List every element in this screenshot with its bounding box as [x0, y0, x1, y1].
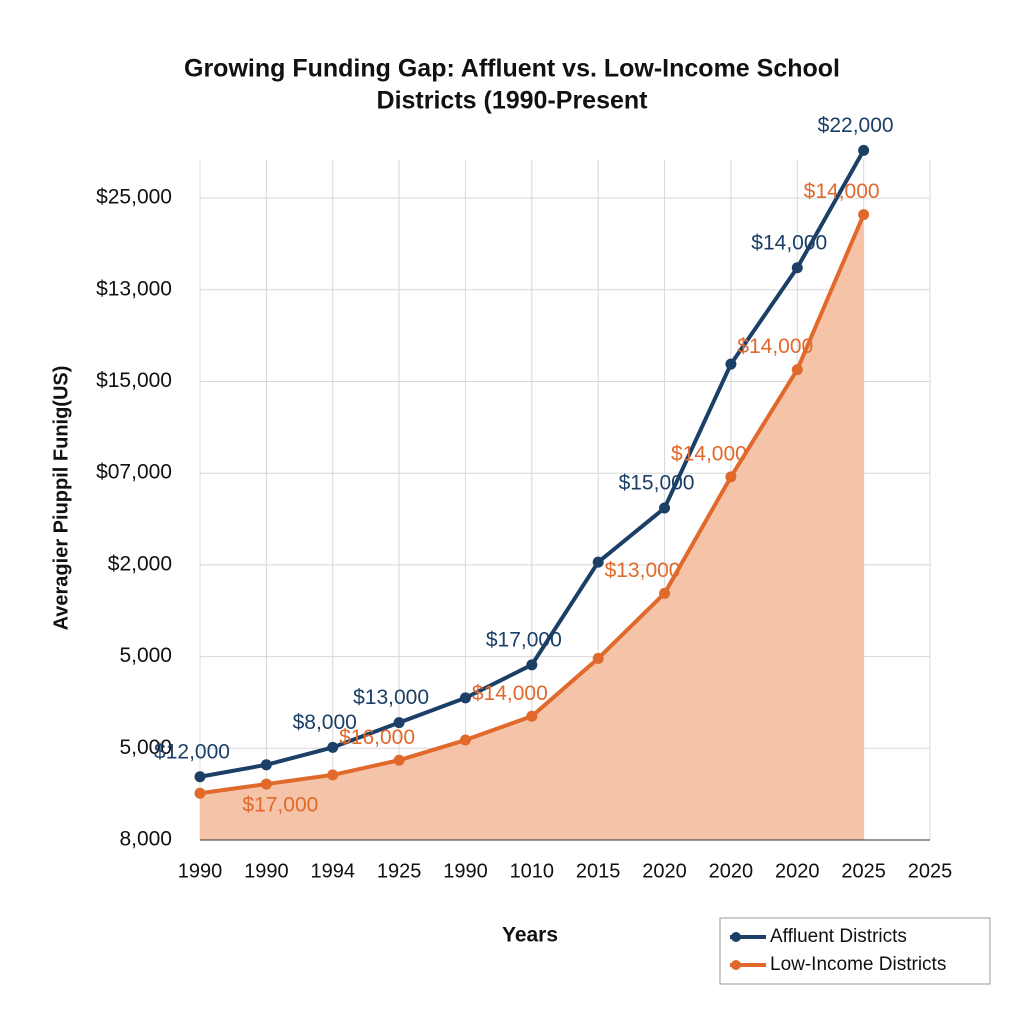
data-label: $22,000 [818, 114, 894, 137]
chart-title: Districts (1990-Present [377, 87, 649, 115]
data-label: $14,000 [804, 180, 880, 203]
x-tick-label: 1990 [178, 860, 223, 882]
data-label: $15,000 [619, 472, 695, 495]
data-label: $14,000 [737, 335, 813, 358]
data-point [791, 262, 803, 274]
data-point [526, 659, 538, 671]
data-point [725, 358, 737, 370]
x-tick-label: 1990 [244, 860, 289, 882]
data-point [194, 771, 206, 783]
chart-title: Growing Funding Gap: Affluent vs. Low-In… [184, 55, 840, 83]
legend-swatch [731, 932, 741, 942]
x-tick-label: 1925 [377, 860, 422, 882]
data-point [526, 710, 538, 722]
data-point [393, 717, 405, 729]
data-point [260, 778, 272, 790]
x-tick-label: 1994 [310, 860, 355, 882]
data-point [260, 759, 272, 771]
data-point [459, 692, 471, 704]
data-point [725, 471, 737, 483]
y-tick-label: $15,000 [96, 369, 172, 392]
area [200, 214, 864, 840]
x-tick-label: 2015 [576, 860, 621, 882]
y-tick-label: $13,000 [96, 277, 172, 300]
data-label: $13,000 [353, 686, 429, 709]
data-point [592, 556, 604, 568]
data-point [327, 769, 339, 781]
data-point [592, 652, 604, 664]
data-label: $14,000 [472, 682, 548, 705]
data-label: $12,000 [154, 740, 230, 763]
data-label: $14,000 [671, 442, 747, 465]
x-axis-label: Years [502, 924, 558, 947]
y-axis-label: Averagier Piuppil Funig(US) [50, 366, 72, 631]
data-point [194, 787, 206, 799]
data-label: $8,000 [293, 711, 357, 734]
y-tick-label: 5,000 [119, 644, 172, 667]
legend-box [719, 917, 991, 985]
data-point [659, 502, 671, 514]
x-tick-label: 2025 [841, 860, 886, 882]
y-tick-label: $2,000 [108, 552, 172, 575]
y-tick-label: 5,000 [119, 736, 172, 759]
data-label: $13,000 [605, 559, 681, 582]
x-tick-label: 2025 [908, 860, 953, 882]
y-tick-label: $07,000 [96, 461, 172, 484]
data-point [858, 144, 870, 156]
data-point [659, 587, 671, 599]
x-tick-label: 1990 [443, 860, 488, 882]
data-label: $14,000 [751, 231, 827, 254]
data-label: $17,000 [242, 794, 318, 817]
x-tick-label: 1010 [510, 860, 555, 882]
data-point [791, 364, 803, 376]
data-point [858, 209, 870, 221]
data-point [393, 754, 405, 766]
y-tick-label: $25,000 [96, 186, 172, 209]
x-tick-label: 2020 [775, 860, 820, 882]
x-tick-label: 2020 [642, 860, 687, 882]
y-tick-label: 8,000 [119, 828, 172, 851]
data-label: $17,000 [486, 628, 562, 651]
data-point [459, 734, 471, 746]
legend-label: Affluent Districts [770, 926, 907, 947]
x-tick-label: 2020 [709, 860, 754, 882]
data-point [327, 741, 339, 753]
legend-label: Low-Income Districts [770, 954, 946, 975]
legend-swatch [731, 960, 741, 970]
data-label: $16,000 [339, 726, 415, 749]
